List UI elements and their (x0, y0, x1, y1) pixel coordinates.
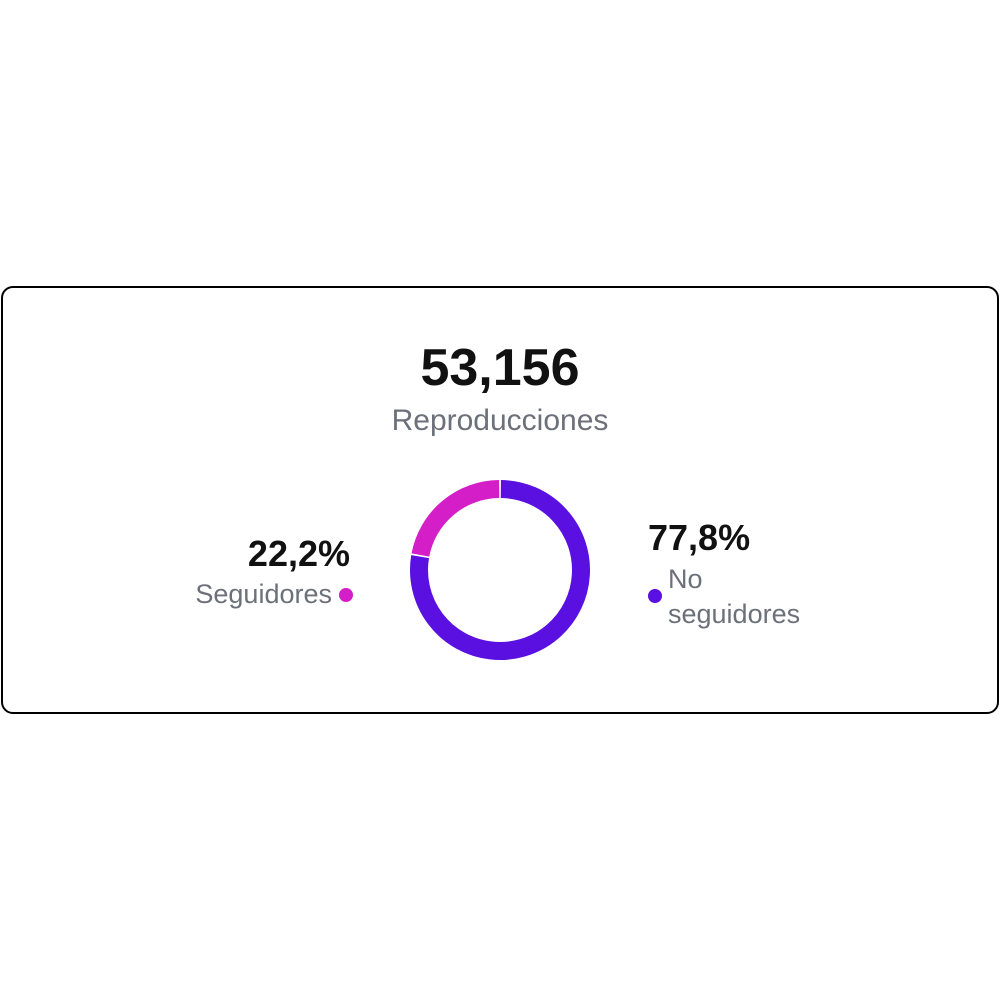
legend-marker (339, 588, 353, 602)
legend-label: No seguidores (668, 564, 801, 629)
legend-label: Seguidores (195, 579, 332, 609)
donut-segment (411, 480, 500, 557)
total-value: 53,156 (420, 339, 580, 397)
value-label: 77,8% (648, 517, 751, 558)
value-label: 22,2% (247, 533, 350, 574)
donut-segment (410, 480, 590, 660)
legend-marker (648, 589, 662, 603)
total-label: Reproducciones (391, 404, 609, 437)
